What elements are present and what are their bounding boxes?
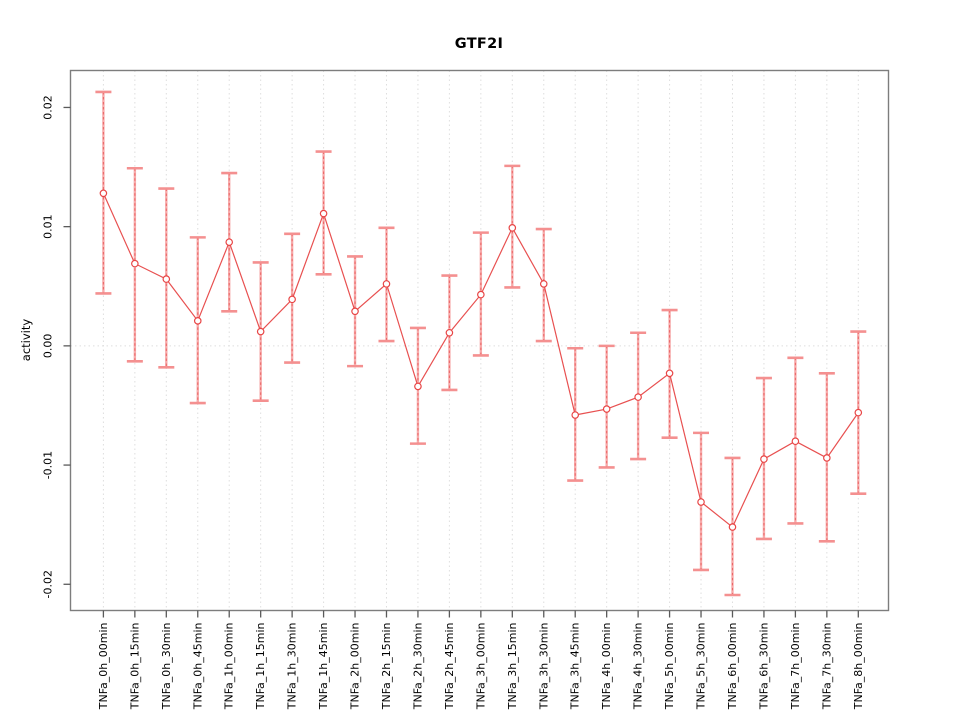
data-point bbox=[854, 408, 863, 417]
data-point bbox=[225, 238, 234, 246]
data-point bbox=[602, 405, 611, 413]
x-tick-label: TNFa_1h_45min bbox=[317, 622, 330, 710]
x-tick-label: TNFa_0h_15min bbox=[128, 622, 141, 710]
data-point bbox=[288, 295, 296, 304]
x-tick-label: TNFa_2h_00min bbox=[349, 622, 362, 710]
x-tick-label: TNFa_0h_00min bbox=[97, 622, 110, 710]
x-tick-label: TNFa_0h_30min bbox=[160, 622, 173, 710]
data-point bbox=[382, 280, 391, 288]
data-point bbox=[131, 259, 139, 268]
x-tick-label: TNFa_1h_30min bbox=[286, 622, 299, 710]
data-point bbox=[414, 382, 422, 391]
x-tick-label: TNFa_3h_15min bbox=[506, 622, 519, 710]
x-tick-label: TNFa_8h_00min bbox=[852, 622, 865, 710]
data-point bbox=[445, 328, 454, 337]
x-tick-label: TNFa_1h_15min bbox=[254, 622, 267, 710]
x-tick-label: TNFa_1h_00min bbox=[223, 622, 236, 710]
x-tick-label: TNFa_2h_30min bbox=[411, 622, 424, 710]
x-tick-label: TNFa_3h_30min bbox=[537, 622, 550, 710]
y-tick-label: 0.02 bbox=[41, 95, 54, 120]
data-point bbox=[760, 455, 768, 463]
x-tick-label: TNFa_6h_00min bbox=[726, 622, 739, 710]
data-point bbox=[477, 290, 485, 299]
y-tick-label: 0.01 bbox=[41, 214, 54, 239]
x-tick-label: TNFa_3h_00min bbox=[474, 622, 487, 710]
data-point bbox=[697, 498, 705, 506]
x-tick-label: TNFa_3h_45min bbox=[569, 622, 582, 710]
y-tick-label: 0.00 bbox=[41, 334, 54, 359]
x-tick-label: TNFa_5h_00min bbox=[663, 622, 676, 710]
x-tick-label: TNFa_4h_30min bbox=[632, 622, 645, 710]
x-tick-label: TNFa_7h_30min bbox=[820, 622, 833, 710]
x-tick-label: TNFa_2h_15min bbox=[380, 622, 393, 710]
y-tick-label: -0.02 bbox=[41, 570, 54, 598]
data-point bbox=[162, 275, 171, 283]
data-point bbox=[791, 437, 800, 446]
x-tick-label: TNFa_2h_45min bbox=[443, 622, 456, 710]
data-point bbox=[193, 317, 202, 325]
data-point bbox=[571, 411, 580, 419]
data-point bbox=[508, 224, 517, 232]
x-tick-label: TNFa_4h_00min bbox=[600, 622, 613, 710]
data-point bbox=[99, 189, 108, 198]
data-point bbox=[256, 327, 265, 336]
data-point bbox=[728, 523, 737, 531]
chart-title: GTF2I bbox=[454, 36, 504, 52]
plot-border bbox=[69, 69, 890, 612]
data-point bbox=[319, 209, 328, 218]
x-tick-label: TNFa_5h_30min bbox=[695, 622, 708, 710]
data-point bbox=[539, 280, 548, 288]
y-tick-label: -0.01 bbox=[41, 451, 54, 479]
x-tick-label: TNFa_0h_45min bbox=[191, 622, 204, 710]
data-point bbox=[351, 307, 359, 316]
x-tick-label: TNFa_6h_30min bbox=[757, 622, 770, 710]
data-point bbox=[823, 454, 831, 462]
data-point bbox=[665, 369, 674, 378]
x-tick-label: TNFa_7h_00min bbox=[789, 622, 802, 710]
data-point bbox=[634, 393, 642, 401]
